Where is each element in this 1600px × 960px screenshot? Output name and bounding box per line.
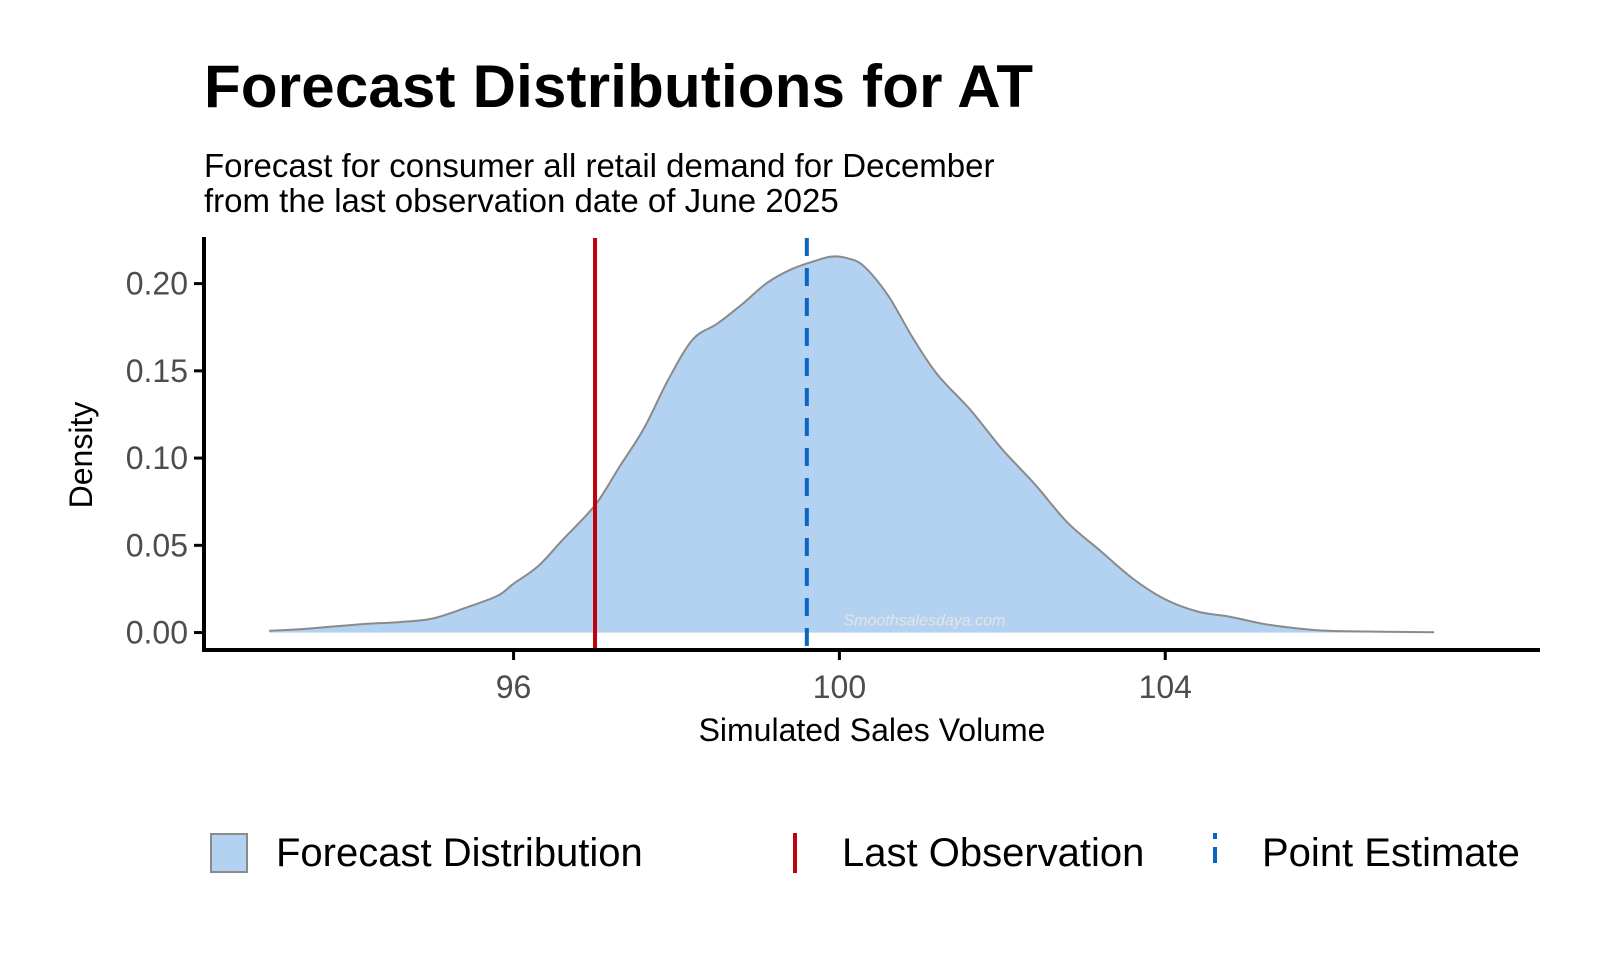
- legend-label-point-estimate: Point Estimate: [1262, 830, 1520, 875]
- y-tick-label: 0.20: [126, 266, 188, 302]
- legend-solid-line-swatch: [793, 833, 797, 873]
- density-outline: [269, 255, 1435, 634]
- legend-item-point-estimate: Point Estimate: [1196, 818, 1520, 888]
- y-tick-label: 0.10: [126, 440, 188, 476]
- density-area: [269, 256, 1435, 633]
- legend-dash-segment: [1213, 833, 1217, 839]
- y-tick-label: 0.00: [126, 615, 188, 651]
- density-chart: Smoothsalesdaya.com 0.00 0.05 0.10 0.15 0.20…: [63, 237, 1540, 748]
- legend-dash-segment: [1213, 847, 1217, 863]
- legend-label-forecast-distribution: Forecast Distribution: [276, 830, 643, 875]
- subtitle-line-2: from the last observation date of June 2…: [204, 182, 839, 219]
- y-axis-title: Density: [63, 402, 99, 509]
- y-tick-label: 0.05: [126, 527, 188, 563]
- x-tick-label: 100: [813, 669, 866, 705]
- legend-label-last-observation: Last Observation: [842, 830, 1145, 875]
- x-tick-label: 96: [496, 669, 532, 705]
- subtitle-line-1: Forecast for consumer all retail demand …: [204, 147, 995, 184]
- legend-fill-swatch: [210, 833, 248, 873]
- axes: 0.00 0.05 0.10 0.15 0.20 96 100 104 Simulated Sa…: [63, 237, 1540, 748]
- legend-item-last-observation: Last Observation: [776, 818, 1144, 888]
- legend-item-forecast-distribution: Forecast Distribution: [210, 818, 643, 888]
- y-tick-label: 0.15: [126, 353, 188, 389]
- chart-title: Forecast Distributions for AT: [204, 53, 1034, 120]
- plot-area: Smoothsalesdaya.com: [269, 238, 1435, 648]
- legend-key-solid-line: [776, 833, 814, 873]
- chart-subtitle: Forecast for consumer all retail demand …: [204, 148, 995, 218]
- watermark-text: Smoothsalesdaya.com: [843, 613, 1005, 630]
- x-tick-label: 104: [1139, 669, 1192, 705]
- legend-key-fill: [210, 833, 248, 873]
- x-axis-title: Simulated Sales Volume: [699, 712, 1046, 748]
- legend-key-dashed-line: [1196, 833, 1234, 873]
- legend: Forecast Distribution Last Observation P…: [0, 818, 1600, 888]
